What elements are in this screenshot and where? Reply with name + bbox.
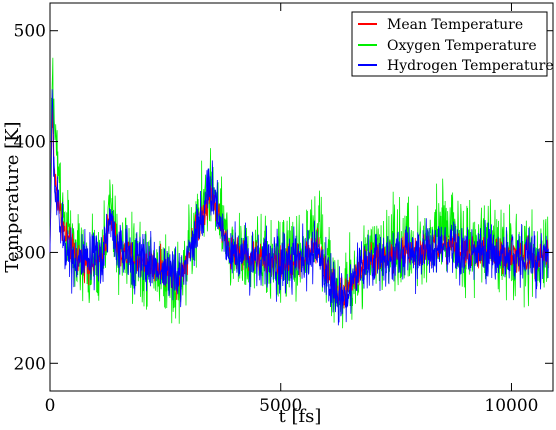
series-layer <box>49 57 549 329</box>
series-line-oxygen <box>49 57 549 329</box>
plot-frame <box>49 2 554 392</box>
y-tick-label: 200 <box>14 354 46 374</box>
y-axis: 200 300 400 500 <box>14 22 553 374</box>
x-tick-label: 10000 <box>484 396 538 416</box>
legend-box <box>351 11 548 77</box>
legend-label-mean: Mean Temperature <box>387 17 523 33</box>
y-tick-label: 400 <box>14 133 46 153</box>
legend-label-oxygen: Oxygen Temperature <box>387 38 537 54</box>
legend: Mean Temperature Oxygen Temperature Hydr… <box>351 11 554 77</box>
x-tick-label: 5000 <box>259 396 302 416</box>
y-axis-label: Temperature [K] <box>2 121 23 272</box>
y-tick-label: 500 <box>14 22 46 42</box>
x-axis-label: t [fs] <box>279 406 322 427</box>
legend-label-hydrogen: Hydrogen Temperature <box>387 58 554 74</box>
x-axis: 0 5000 10000 <box>45 3 539 416</box>
x-tick-label: 0 <box>45 396 56 416</box>
series-line-hydrogen <box>49 89 549 326</box>
y-tick-label: 300 <box>14 243 46 263</box>
